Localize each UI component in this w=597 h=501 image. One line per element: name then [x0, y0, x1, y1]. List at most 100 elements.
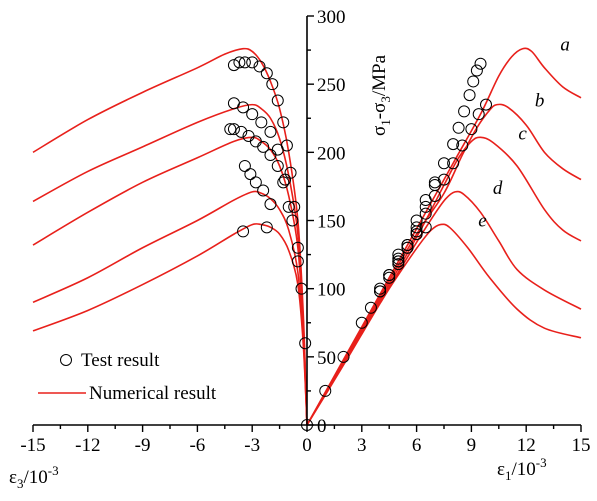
test-point-b [279, 173, 292, 186]
y-tick-label: 200 [317, 143, 346, 164]
x-axis-ticks: -15 -12 -9 -6 -3 0 3 6 9 12 15 [20, 425, 591, 456]
test-point-a [447, 138, 460, 151]
test-point-e [364, 301, 377, 314]
test-point-c [277, 176, 290, 189]
test-point-a [355, 316, 368, 329]
test-point-c [419, 200, 432, 213]
x-tick-label: 0 [302, 435, 312, 456]
x-tick-label: 6 [412, 435, 422, 456]
test-point-e [401, 241, 414, 254]
test-point-d [238, 159, 251, 172]
x-tick-label: -9 [135, 435, 151, 456]
x-tick-label: 9 [467, 435, 477, 456]
y-tick-label: 300 [317, 7, 346, 28]
legend-test-marker [60, 354, 72, 366]
test-point-a [246, 56, 259, 69]
test-point-b [447, 157, 460, 170]
test-point-b [271, 143, 284, 156]
curve-label-e: e [478, 211, 486, 232]
test-point-a [291, 241, 304, 254]
curve-label-d: d [493, 178, 503, 199]
legend-numerical-label: Numerical result [89, 383, 217, 404]
test-point-b [456, 139, 469, 152]
test-point-c [224, 123, 237, 136]
test-point-a [470, 64, 483, 77]
test-point-b [392, 258, 405, 271]
curve-label-b: b [535, 91, 545, 112]
test-point-a [428, 176, 441, 189]
test-point-d [244, 168, 257, 181]
test-point-a [260, 67, 273, 80]
test-point-a [474, 57, 487, 70]
test-point-a [238, 56, 251, 69]
test-point-b [438, 173, 450, 186]
numerical-curve-e-axial [306, 223, 582, 426]
test-point-c [242, 129, 255, 142]
test-point-a [233, 56, 246, 69]
numerical-curve-d-axial [306, 190, 582, 426]
test-point-c [264, 149, 277, 162]
test-point-a [266, 78, 279, 91]
test-point-d [419, 221, 432, 234]
x-tick-label: -15 [20, 435, 45, 456]
numerical-curve-d-lateral [32, 190, 308, 426]
test-point-a [277, 116, 290, 129]
test-point-e [237, 225, 250, 238]
x-tick-label: -12 [75, 435, 100, 456]
test-point-a [337, 350, 350, 363]
test-point-a [288, 200, 301, 213]
test-point-e [410, 228, 423, 241]
test-point-a [452, 121, 465, 134]
test-point-a [253, 60, 266, 73]
test-point-c [383, 271, 396, 284]
test-point-c [410, 221, 423, 234]
test-point-b [480, 98, 493, 111]
test-point-e [260, 221, 273, 234]
test-point-b [465, 123, 478, 136]
y-tick-label: 100 [317, 280, 346, 301]
numerical-curve-c-axial [306, 136, 582, 426]
y-axis-ticks: 0 50 100 150 200 250 300 [307, 7, 346, 437]
test-point-a [438, 157, 450, 170]
test-point-a [374, 282, 387, 295]
test-point-b [291, 255, 304, 268]
curve-labels: a bc de [478, 35, 570, 232]
test-point-c [271, 159, 284, 172]
test-point-b [286, 214, 299, 227]
test-point-c [428, 179, 441, 192]
numerical-curve-b-axial [306, 103, 582, 426]
test-point-a [299, 337, 312, 350]
x-tick-label: 12 [517, 435, 536, 456]
numerical-curve-b-lateral [32, 103, 308, 426]
x-tick-label: -3 [244, 435, 260, 456]
test-point-a [463, 89, 476, 102]
legend-test-label: Test result [81, 350, 160, 371]
test-point-a [319, 384, 332, 397]
x-axis-title-axial: ε1/10-3 [497, 455, 547, 483]
test-point-d [392, 252, 405, 265]
test-point-b [227, 97, 240, 110]
test-point-d [249, 176, 262, 189]
x-tick-label: 3 [357, 435, 367, 456]
curve-label-a: a [560, 35, 570, 56]
test-point-b [246, 108, 259, 121]
test-point-c [282, 200, 295, 213]
y-tick-label: 250 [317, 75, 346, 96]
test-point-c [235, 125, 248, 138]
x-tick-label: -6 [189, 435, 205, 456]
test-point-a [392, 248, 405, 261]
y-tick-label: 0 [317, 416, 327, 437]
test-point-d [264, 198, 277, 211]
y-axis-title: σ1-σ3/MPa [369, 54, 393, 136]
numerical-curve-a-lateral [32, 47, 308, 426]
test-point-b [255, 116, 268, 129]
y-tick-label: 50 [317, 348, 336, 369]
curve-label-c: c [518, 123, 527, 144]
test-point-e [383, 269, 396, 282]
test-point-a [271, 94, 284, 107]
numerical-curve-c-lateral [32, 136, 308, 426]
test-point-e [374, 285, 387, 298]
test-point-d [257, 184, 270, 197]
x-axis-title-lateral: ε3/10-3 [9, 463, 59, 491]
